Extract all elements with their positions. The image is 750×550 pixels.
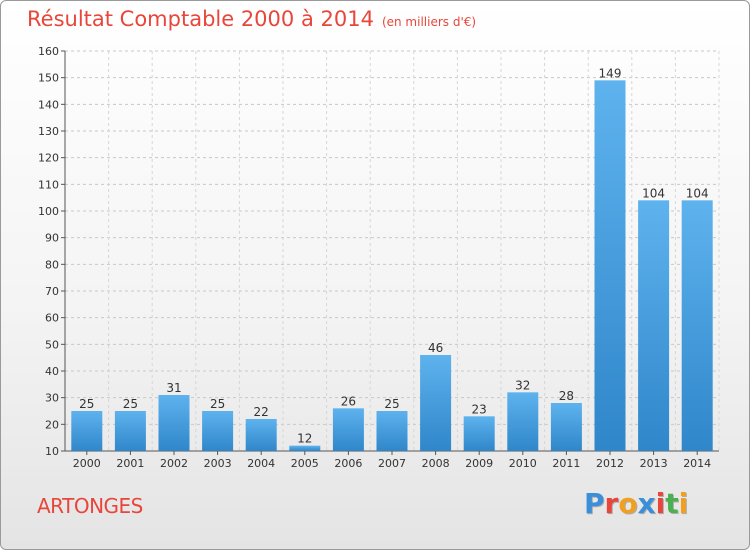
bar-2006	[332, 408, 364, 451]
bar-2007	[376, 411, 408, 451]
y-tick-label-100: 100	[38, 205, 59, 218]
data-label-2014: 104	[686, 186, 709, 200]
commune-name: ARTONGES	[37, 494, 143, 518]
chart-subtitle: (en milliers d'€)	[381, 15, 477, 29]
x-tick-label-2005: 2005	[291, 457, 319, 470]
bar-2014	[681, 200, 713, 451]
x-tick-label-2011: 2011	[552, 457, 580, 470]
data-label-2013: 104	[642, 186, 665, 200]
logo-letter: P	[584, 487, 605, 520]
x-tick-label-2003: 2003	[204, 457, 232, 470]
bar-2013	[638, 200, 670, 451]
y-tick-label-90: 90	[45, 232, 59, 245]
x-tick-label-2013: 2013	[640, 457, 668, 470]
bar-2005	[289, 445, 321, 451]
y-tick-label-20: 20	[45, 418, 59, 431]
x-tick-label-2001: 2001	[116, 457, 144, 470]
bar-2000	[71, 411, 103, 451]
data-labels: 25 25 31 25 22 12 26 25 46 23 32 28 149 104 104	[79, 66, 708, 445]
bar-2008	[420, 355, 452, 451]
data-label-2008: 46	[428, 341, 443, 355]
bar-2001	[114, 411, 146, 451]
x-tick-label-2006: 2006	[334, 457, 362, 470]
logo-letter: i	[678, 487, 689, 520]
y-tick-label-40: 40	[45, 365, 59, 378]
proxiti-logo[interactable]: Proxiti	[584, 487, 688, 520]
data-label-2009: 23	[472, 402, 487, 416]
logo-letter: t	[665, 487, 679, 520]
bar-2004	[245, 419, 277, 451]
data-label-2003: 25	[210, 397, 225, 411]
y-tick-label-140: 140	[38, 98, 59, 111]
data-label-2000: 25	[79, 397, 94, 411]
y-tick-label-110: 110	[38, 178, 59, 191]
x-tick-label-2007: 2007	[378, 457, 406, 470]
x-tick-label-2014: 2014	[683, 457, 711, 470]
x-tick-label-2008: 2008	[422, 457, 450, 470]
y-tick-label-10: 10	[45, 445, 59, 458]
data-label-2001: 25	[123, 397, 138, 411]
bar-2009	[463, 416, 495, 451]
data-label-2006: 26	[341, 394, 356, 408]
data-label-2007: 25	[384, 397, 399, 411]
y-tick-label-70: 70	[45, 285, 59, 298]
y-tick-label-150: 150	[38, 72, 59, 85]
bar-2003	[202, 411, 234, 451]
bar-2010	[507, 392, 539, 451]
data-label-2004: 22	[254, 405, 269, 419]
y-tick-label-80: 80	[45, 258, 59, 271]
x-tick-label-2000: 2000	[73, 457, 101, 470]
logo-letter: r	[604, 487, 619, 520]
logo-letter: i	[655, 487, 666, 520]
data-label-2010: 32	[515, 378, 530, 392]
bar-2011	[550, 403, 582, 451]
x-tick-label-2004: 2004	[247, 457, 275, 470]
data-label-2012: 149	[599, 66, 622, 80]
data-label-2002: 31	[166, 381, 181, 395]
logo-letter: o	[618, 487, 638, 520]
bars	[71, 80, 713, 451]
y-tick-label-160: 160	[38, 45, 59, 58]
bar-2002	[158, 395, 190, 451]
y-tick-label-120: 120	[38, 152, 59, 165]
y-tick-label-30: 30	[45, 392, 59, 405]
x-tick-label-2010: 2010	[509, 457, 537, 470]
logo-letter: x	[637, 487, 656, 520]
y-tick-label-60: 60	[45, 312, 59, 325]
data-label-2005: 12	[297, 432, 312, 446]
data-label-2011: 28	[559, 389, 574, 403]
bar-2012	[594, 80, 626, 451]
x-tick-label-2009: 2009	[465, 457, 493, 470]
x-tick-label-2002: 2002	[160, 457, 188, 470]
chart-title: Résultat Comptable 2000 à 2014 (en millie…	[27, 7, 476, 31]
chart-title-text: Résultat Comptable 2000 à 2014	[27, 7, 374, 31]
y-tick-label-130: 130	[38, 125, 59, 138]
x-tick-label-2012: 2012	[596, 457, 624, 470]
y-tick-label-50: 50	[45, 338, 59, 351]
